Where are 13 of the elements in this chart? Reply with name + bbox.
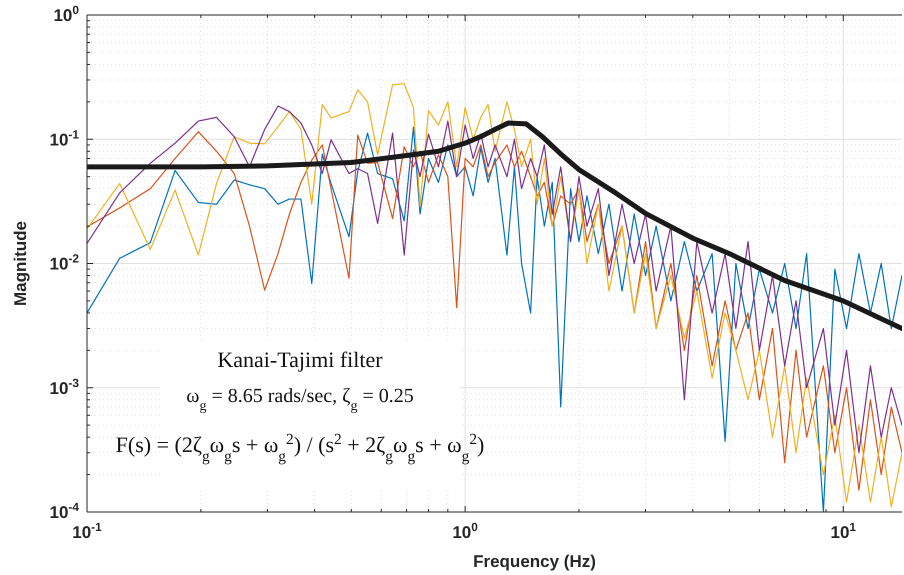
y-tick-label: 10$^{-2}$	[50, 252, 80, 274]
x-axis-title: Frequency (Hz)	[473, 552, 596, 571]
x-tick-label: 10$^{-1}$	[72, 520, 102, 542]
y-tick-label: 10$^{-1}$	[50, 127, 80, 150]
x-tick-label: 10$^{0}$	[452, 520, 478, 542]
annotation: ω$_{g}$ = 8.65 rads/sec, ζ$_{g}$ = 0.25	[186, 385, 414, 414]
y-axis-title: Magnitude	[11, 221, 30, 306]
y-tick-label: 10$^{-4}$	[50, 500, 80, 522]
annotation: Kanai-Tajimi filter	[217, 347, 384, 372]
text: F(s) = (2ζ$_{g}$ω$_{g}$s + ω$_{g}$$^{2}$) / (s$^{2}$ + 2ζ$_{g}$ω$_{g}$s + ω$_{g}$$^{2}$)	[116, 430, 484, 464]
x-tick-label: 10$^{1}$	[830, 520, 856, 542]
y-tick-label: 10$^{-3}$	[50, 376, 80, 398]
y-tick-label: 10$^{0}$	[53, 3, 80, 25]
